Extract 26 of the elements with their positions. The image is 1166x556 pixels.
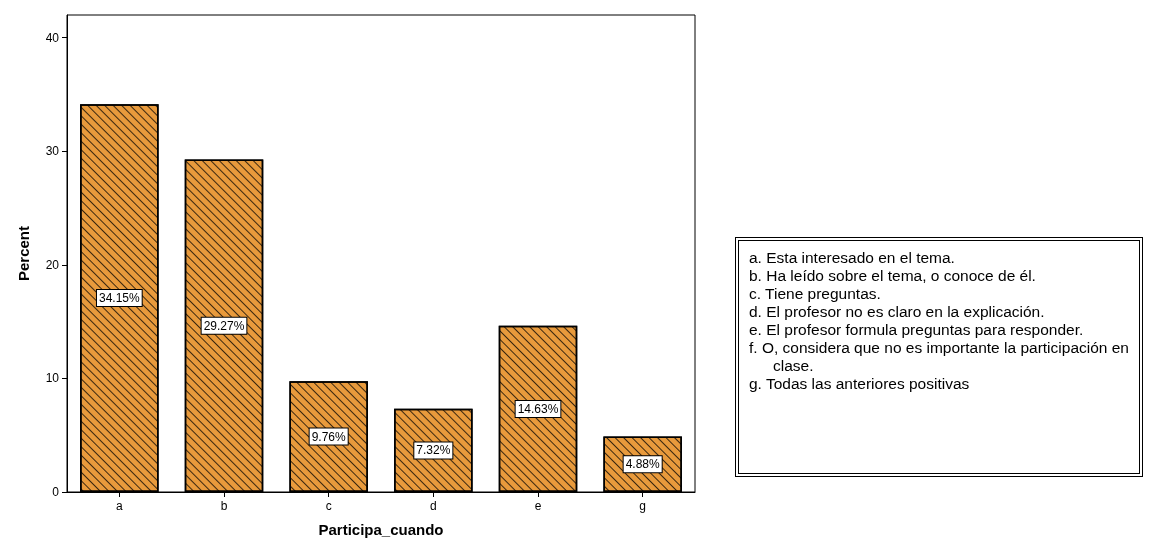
y-tick-label: 20 — [45, 257, 60, 272]
data-label: 14.63% — [517, 401, 559, 416]
data-label: 9.76% — [311, 429, 347, 444]
y-tick-label: 30 — [45, 144, 60, 159]
data-label: 7.32% — [416, 443, 451, 458]
y-tick-label: 0 — [52, 485, 60, 499]
data-label: 34.15% — [98, 291, 141, 306]
text: g. Todas las anteriores positivas — [749, 375, 971, 393]
text: e. El profesor formula preguntas para responder. — [749, 321, 1085, 339]
x-tick-label: b — [220, 499, 228, 513]
text: d. El profesor no es claro en la explicación. — [749, 303, 1046, 321]
x-tick-label: g — [639, 499, 647, 513]
data-label: 4.88% — [625, 457, 661, 472]
x-tick-label: a — [115, 499, 123, 513]
text: a. Esta interesado en el tema. — [749, 249, 956, 267]
y-axis-title: Percent — [15, 225, 32, 282]
y-tick-label: 40 — [45, 30, 60, 45]
x-tick-label: c — [325, 499, 332, 513]
text: f. O, considera que no es importante la participación en clase. — [749, 339, 1129, 375]
text: c. Tiene preguntas. — [749, 285, 882, 303]
x-axis-title: Participa_cuando — [318, 521, 444, 538]
x-tick-label: d — [429, 499, 437, 513]
data-label: 29.27% — [203, 318, 245, 333]
x-tick-label: e — [534, 499, 542, 513]
y-tick-label: 10 — [45, 371, 60, 386]
text: b. Ha leído sobre el tema, o conoce de él. — [749, 267, 1037, 285]
